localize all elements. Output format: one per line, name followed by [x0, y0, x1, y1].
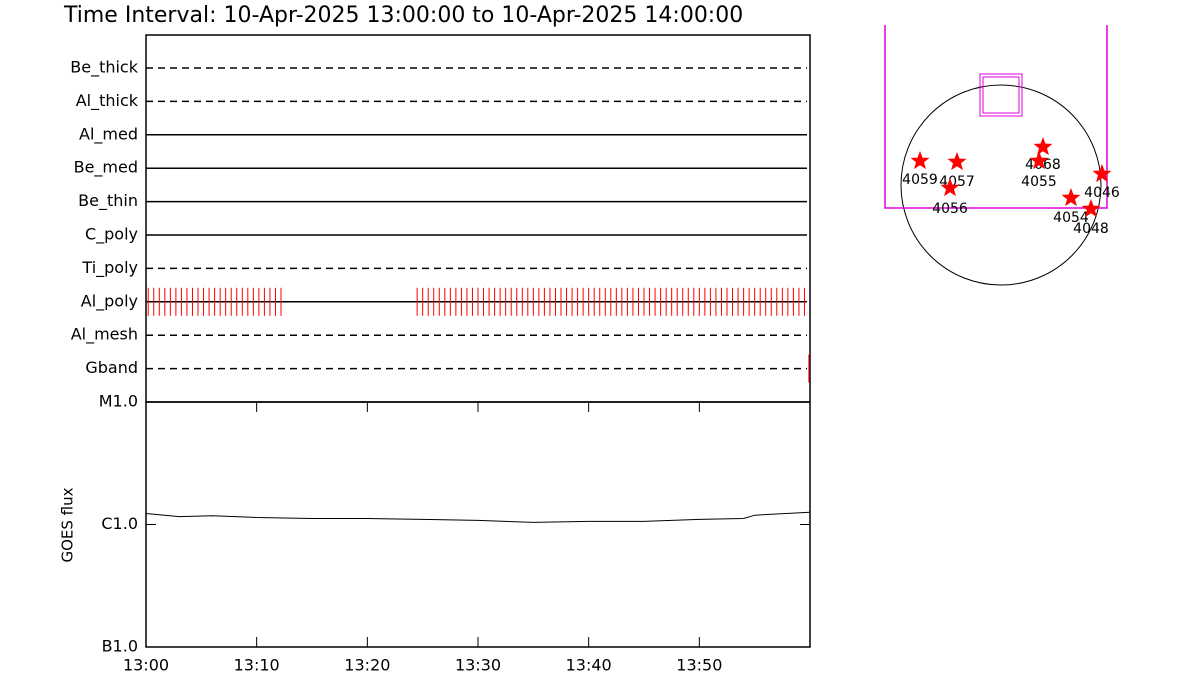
filter-label: Al_mesh [71, 325, 138, 345]
y-tick-label: C1.0 [101, 514, 138, 533]
x-tick-label: 13:40 [566, 656, 612, 675]
region-star [1029, 151, 1049, 170]
region-label: 4048 [1073, 221, 1109, 237]
solar-disk [900, 84, 1102, 286]
x-tick-label: 13:20 [344, 656, 390, 675]
region-label: 4054 [1053, 210, 1089, 226]
fov-square [979, 73, 1023, 117]
fov-square [982, 76, 1020, 114]
region-star [1092, 164, 1112, 183]
goes-line [145, 511, 811, 523]
region-label: 4055 [1021, 174, 1057, 190]
filter-label: Ti_poly [81, 258, 138, 278]
x-tick-label: 13:10 [234, 656, 280, 675]
filter-label: Gband [85, 358, 138, 377]
filter-label: Al_thick [76, 91, 139, 111]
x-tick-label: 13:00 [123, 656, 169, 675]
chart-title: Time Interval: 10-Apr-2025 13:00:00 to 1… [63, 3, 743, 28]
sun-map [884, 25, 1108, 286]
region-label: 4056 [932, 201, 968, 217]
region-star [1061, 188, 1081, 207]
region-label: 4046 [1084, 185, 1120, 201]
filter-label: Al_med [79, 124, 138, 144]
region-star [910, 151, 930, 170]
filter-label: C_poly [85, 225, 138, 245]
y-tick-label: B1.0 [102, 637, 138, 656]
filter-label: Be_thin [78, 191, 138, 211]
filter-label: Be_med [74, 158, 138, 178]
x-tick-label: 13:30 [455, 656, 501, 675]
y-tick-label: M1.0 [99, 392, 138, 411]
region-label: 4059 [902, 172, 938, 188]
fov-box [884, 25, 1108, 209]
filter-label: Be_thick [70, 58, 138, 78]
region-star [947, 152, 967, 171]
region-star [1033, 137, 1053, 156]
region-star [1081, 199, 1101, 218]
filter-label: Al_poly [81, 291, 138, 311]
region-star [940, 178, 960, 197]
y-axis-label: GOES flux [59, 487, 77, 562]
x-tick-label: 13:50 [676, 656, 722, 675]
